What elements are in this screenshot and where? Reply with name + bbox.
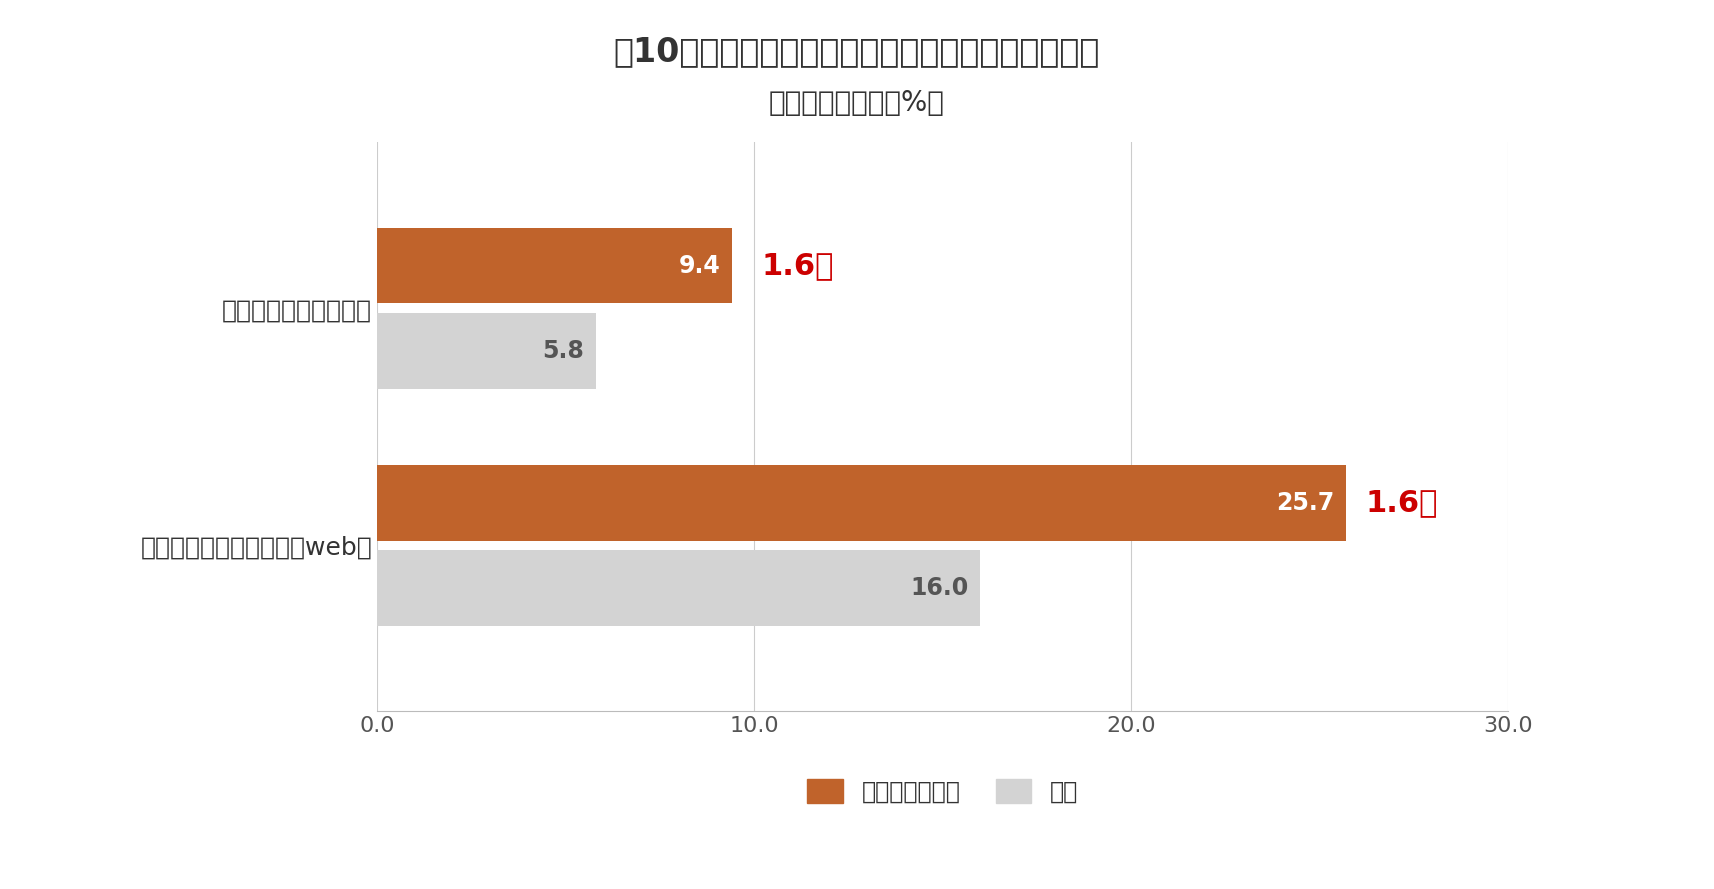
Bar	[377, 465, 1345, 541]
Text: 9.4: 9.4	[679, 253, 720, 277]
Bar	[377, 550, 980, 626]
Text: 図10：リカバリー行動としてのスポーツ観戦実施率: 図10：リカバリー行動としてのスポーツ観戦実施率	[614, 36, 1100, 68]
Text: 5.8: 5.8	[543, 339, 584, 363]
Text: 25.7: 25.7	[1277, 491, 1335, 515]
Bar	[377, 228, 732, 303]
Bar	[377, 313, 596, 388]
Text: 1.6倍: 1.6倍	[1364, 488, 1438, 517]
Text: 【男性】（単位：%）: 【男性】（単位：%）	[770, 89, 944, 116]
Text: 16.0: 16.0	[910, 576, 968, 600]
Text: 1.6倍: 1.6倍	[761, 251, 835, 280]
Legend: スポーツファン, 全体: スポーツファン, 全体	[797, 769, 1088, 813]
